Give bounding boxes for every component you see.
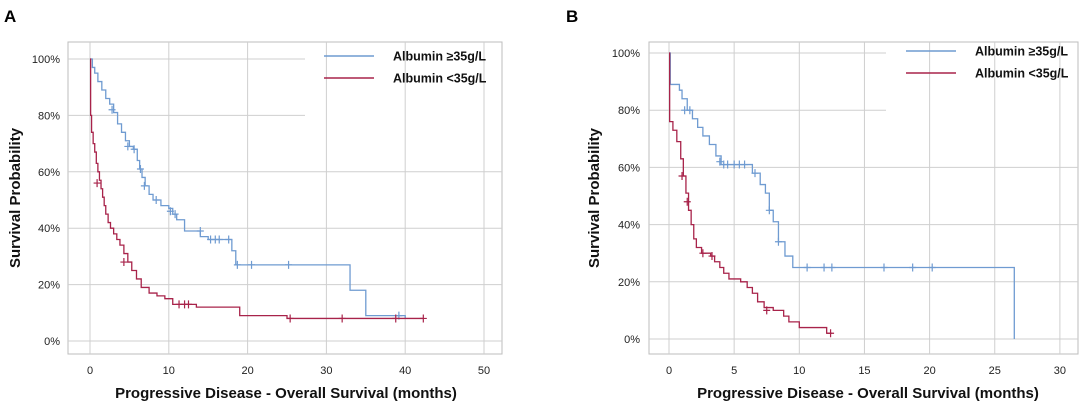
censor-mark [765, 206, 773, 215]
panel-b: B 0% 20% 40% 60% 80% 100% 0 5 10 15 20 25 30 Progressi… [566, 7, 1079, 402]
censor-mark [828, 263, 836, 272]
legend-label: Albumin <35g/L [975, 67, 1069, 81]
censor-mark [774, 237, 782, 246]
y-tick-label: 40% [618, 220, 640, 232]
censor-mark [185, 300, 192, 309]
y-tick-label: 100% [32, 54, 60, 66]
survival-curve-albumin-low [669, 52, 832, 334]
y-tick-label: 40% [38, 223, 60, 235]
y-tick-label: 20% [618, 277, 640, 289]
x-tick-label: 25 [989, 365, 1001, 377]
censor-mark [683, 197, 691, 206]
x-tick-label: 10 [793, 365, 805, 377]
censor-mark [419, 314, 427, 323]
censor-mark [827, 329, 835, 338]
x-axis-title: Progressive Disease - Overall Survival (… [115, 385, 457, 402]
y-tick-label: 0% [44, 336, 60, 348]
panel-label: A [4, 7, 16, 26]
y-tick-label: 0% [624, 334, 640, 346]
y-tick-label: 80% [38, 110, 60, 122]
censor-mark [196, 227, 204, 236]
censor-mark [686, 106, 694, 115]
x-tick-label: 0 [666, 365, 672, 377]
survival-curve-albumin-high [669, 52, 1015, 339]
censor-mark [763, 306, 771, 315]
censor-mark [233, 260, 241, 269]
censor-mark [338, 314, 346, 323]
censor-mark [699, 249, 707, 258]
panel-label: B [566, 7, 578, 26]
censor-mark [392, 314, 400, 323]
censor-mark [166, 207, 174, 216]
censor-mark [928, 263, 936, 272]
x-tick-label: 15 [858, 365, 870, 377]
censor-mark [820, 263, 828, 272]
plot-frame [67, 41, 503, 355]
x-tick-label: 20 [923, 365, 935, 377]
y-tick-label: 60% [618, 162, 640, 174]
censor-mark [708, 252, 716, 261]
y-axis-title: Survival Probability [7, 127, 24, 268]
censor-mark [724, 160, 732, 169]
censor-mark [152, 196, 160, 204]
censor-mark [140, 181, 148, 190]
legend-label: Albumin <35g/L [393, 72, 487, 86]
y-tick-label: 100% [612, 48, 640, 60]
x-tick-label: 5 [731, 365, 737, 377]
x-tick-label: 50 [478, 365, 490, 377]
censor-mark [130, 145, 138, 154]
censor-mark [248, 260, 256, 269]
y-tick-label: 20% [38, 280, 60, 292]
censor-mark [124, 142, 132, 151]
censor-mark [741, 160, 749, 169]
censor-mark [108, 105, 116, 114]
y-tick-label: 80% [618, 105, 640, 117]
x-tick-label: 0 [87, 365, 93, 377]
censor-mark [120, 258, 128, 267]
survival-curve-albumin-low [89, 58, 424, 320]
censor-mark [678, 171, 686, 180]
plot-frame [648, 41, 1079, 355]
censor-mark [751, 169, 759, 178]
censor-mark [803, 263, 811, 272]
panel-a: A 0% 20% 40% 60% 80% 100% 0 10 20 30 40 50 Progressiv… [4, 7, 503, 402]
legend-label: Albumin ≥35g/L [393, 50, 486, 64]
y-tick-label: 60% [38, 167, 60, 179]
x-tick-label: 30 [1054, 365, 1066, 377]
censor-mark [215, 235, 223, 244]
censor-mark [93, 179, 101, 188]
x-axis-title: Progressive Disease - Overall Survival (… [697, 385, 1039, 402]
x-tick-label: 10 [163, 365, 175, 377]
censor-mark [716, 157, 724, 166]
censor-mark [880, 263, 888, 272]
censor-mark [286, 314, 294, 323]
censor-mark [285, 260, 293, 269]
censor-mark [225, 235, 233, 244]
y-axis-title: Survival Probability [586, 127, 603, 268]
x-tick-label: 40 [399, 365, 411, 377]
censor-mark [136, 164, 144, 173]
x-tick-label: 30 [320, 365, 332, 377]
legend-label: Albumin ≥35g/L [975, 45, 1068, 59]
censor-mark [909, 263, 917, 272]
x-tick-label: 20 [241, 365, 253, 377]
censor-mark [171, 210, 179, 219]
